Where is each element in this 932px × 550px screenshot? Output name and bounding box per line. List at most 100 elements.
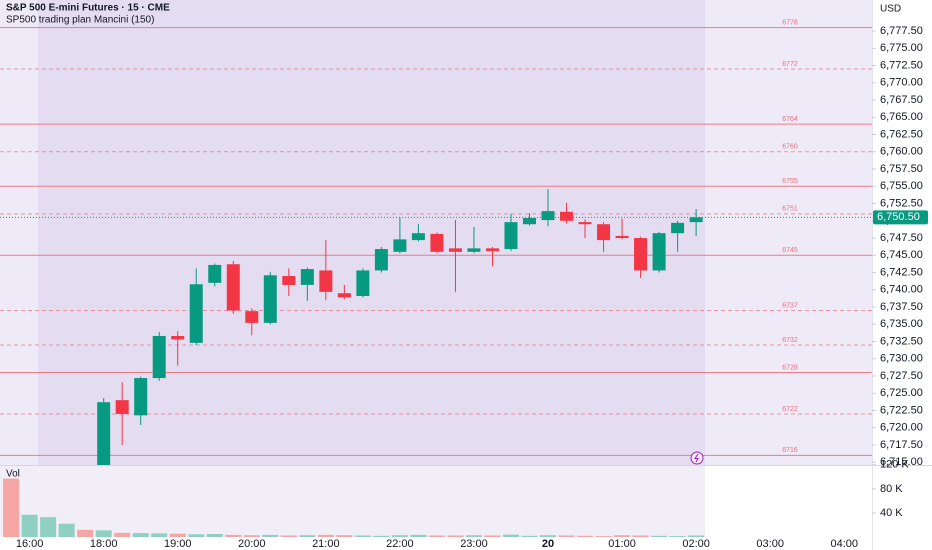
y-tick-label: 6,727.50 <box>880 370 923 382</box>
currency: USD <box>880 4 901 15</box>
y-tick-label: 6,772.50 <box>880 59 923 71</box>
y-tick-label: 6,752.50 <box>880 197 923 209</box>
candle-body <box>541 211 555 221</box>
volume-bar <box>521 535 538 537</box>
y-tick-label: 6,767.50 <box>880 94 923 106</box>
volume-bar <box>188 534 205 537</box>
volume-bar <box>502 534 519 537</box>
candle-body <box>393 239 407 252</box>
volume-bar <box>169 533 186 537</box>
candle-body <box>374 249 388 271</box>
y-tick-label: 6,742.50 <box>880 266 923 278</box>
y-tick-label: 6,717.50 <box>880 439 923 451</box>
x-tick-label: 23:00 <box>460 538 488 550</box>
volume-label: Vol <box>6 469 20 480</box>
candle-body <box>208 264 222 283</box>
level-label: 6722 <box>782 406 798 413</box>
candle-body <box>134 378 148 416</box>
y-tick-label: 6,765.00 <box>880 111 923 123</box>
x-tick-label: 20:00 <box>238 538 266 550</box>
candle-body <box>634 238 648 271</box>
volume-bar <box>558 535 575 537</box>
candle-body <box>245 311 259 323</box>
volume-bar <box>391 535 408 537</box>
volume-bar <box>632 535 649 537</box>
volume-bar <box>132 533 149 537</box>
volume-bar <box>336 535 353 537</box>
y-tick-label: 6,720.00 <box>880 422 923 434</box>
volume-bar <box>577 535 594 537</box>
volume-bar <box>447 535 464 537</box>
candle-body <box>689 217 703 223</box>
volume-bar <box>428 535 445 537</box>
candle-body <box>97 402 111 465</box>
candle-body <box>504 222 518 250</box>
x-tick-label: 02:00 <box>682 538 710 550</box>
volume-bar <box>595 536 612 537</box>
volume-tick-label: 40 K <box>880 507 903 519</box>
y-tick-label: 6,747.50 <box>880 232 923 244</box>
x-tick-label: 19:00 <box>164 538 192 550</box>
level-label: 6778 <box>782 19 798 26</box>
y-tick-label: 6,775.00 <box>880 42 923 54</box>
candle-body <box>560 211 574 221</box>
volume-bar <box>688 535 705 537</box>
volume-bar <box>651 535 668 537</box>
candle-body <box>282 275 296 285</box>
volume-bar <box>206 533 223 537</box>
x-tick-label: 04:00 <box>830 538 858 550</box>
y-tick-label: 6,735.00 <box>880 318 923 330</box>
candle-body <box>319 270 333 292</box>
volume-bar <box>280 535 297 537</box>
volume-bar <box>77 529 94 537</box>
volume-bar <box>262 534 279 537</box>
volume-bar <box>114 532 131 537</box>
x-tick-label: 21:00 <box>312 538 340 550</box>
x-tick-label: 20 <box>542 538 554 550</box>
volume-bar <box>225 534 242 537</box>
x-tick-label: 18:00 <box>90 538 118 550</box>
volume-bar <box>669 536 686 537</box>
last-price-tag <box>873 210 928 225</box>
x-tick-label: 03:00 <box>756 538 784 550</box>
volume-bar <box>58 523 75 537</box>
volume-bar <box>373 535 390 537</box>
session-background <box>38 0 705 465</box>
level-label: 6716 <box>782 447 798 454</box>
indicator-name: SP500 trading plan Mancini (150) <box>6 15 154 26</box>
volume-bar <box>3 478 20 537</box>
level-label: 6755 <box>782 178 798 185</box>
candle-body <box>652 233 666 271</box>
level-label: 6760 <box>782 144 798 151</box>
y-tick-label: 6,777.50 <box>880 25 923 37</box>
candle-body <box>430 233 444 252</box>
candle-body <box>189 284 203 343</box>
x-tick-label: 01:00 <box>608 538 636 550</box>
candle-body <box>485 248 499 252</box>
candle-body <box>356 270 370 296</box>
x-tick-label: 22:00 <box>386 538 414 550</box>
level-label: 6737 <box>782 302 798 309</box>
volume-bar <box>465 535 482 537</box>
candle-body <box>467 248 481 252</box>
candle-body <box>522 218 536 225</box>
y-tick-label: 6,740.00 <box>880 284 923 296</box>
candle-body <box>615 235 629 239</box>
volume-tick-label: 80 K <box>880 483 903 495</box>
candle-body <box>152 335 166 379</box>
y-tick-label: 6,770.00 <box>880 77 923 89</box>
y-tick-label: 6,755.00 <box>880 180 923 192</box>
volume-bar <box>21 514 38 537</box>
volume-bar <box>354 535 371 537</box>
y-tick-label: 6,757.50 <box>880 163 923 175</box>
candle-body <box>448 248 462 252</box>
candle-body <box>115 400 129 414</box>
candle-body <box>263 275 277 323</box>
volume-bar <box>299 535 316 537</box>
y-tick-label: 6,722.50 <box>880 404 923 416</box>
y-tick-label: 6,732.50 <box>880 335 923 347</box>
level-label: 6745 <box>782 247 798 254</box>
volume-bar <box>484 535 501 537</box>
y-tick-label: 6,730.00 <box>880 353 923 365</box>
